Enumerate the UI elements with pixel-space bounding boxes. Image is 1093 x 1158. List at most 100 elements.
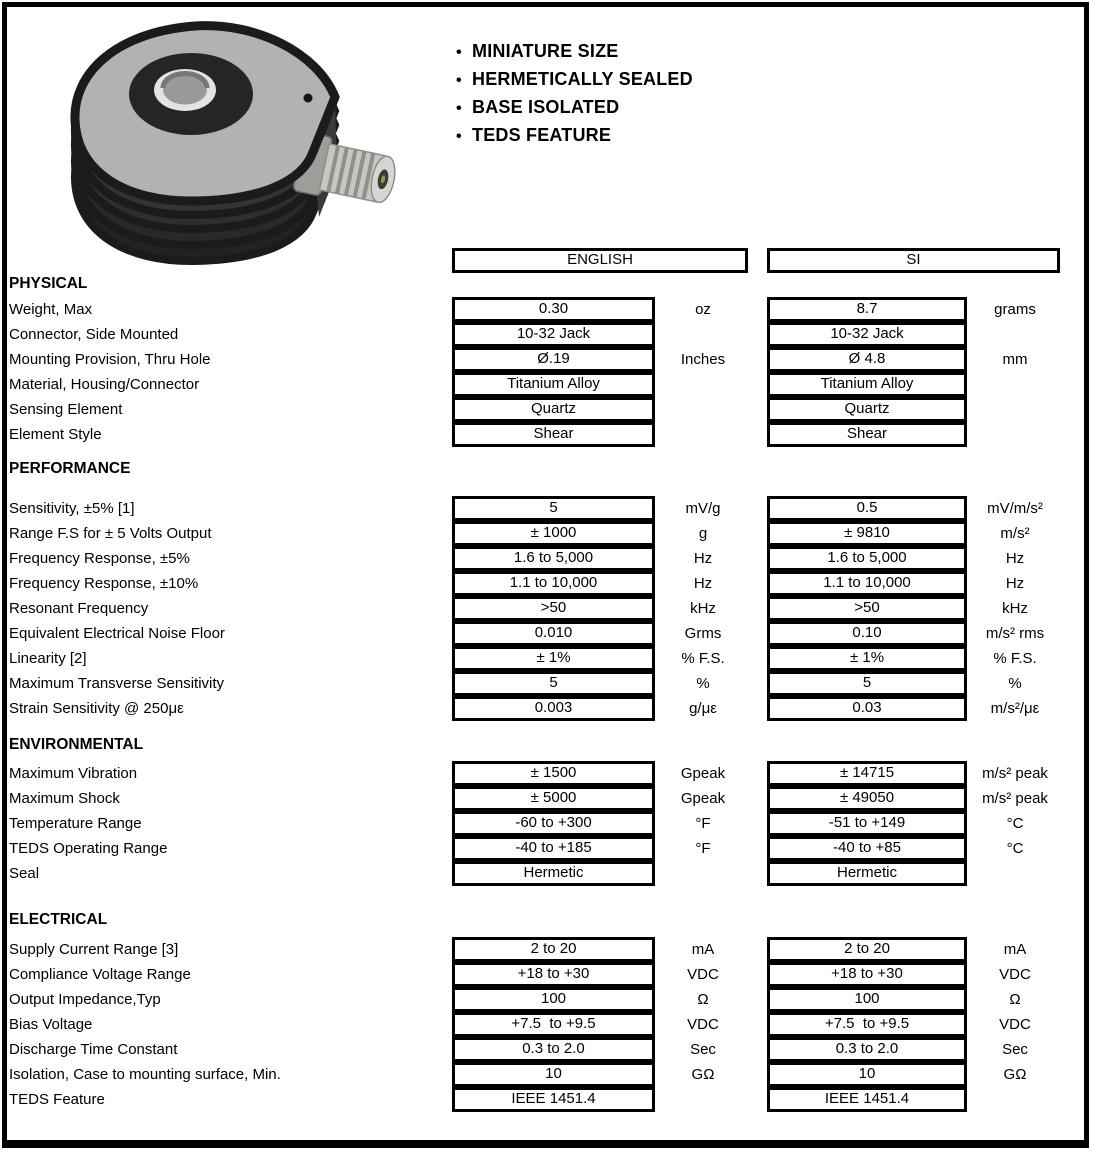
- si-value-box: +7.5 to +9.5: [767, 1012, 967, 1037]
- si-unit: [970, 397, 1060, 422]
- si-unit: grams: [994, 301, 1036, 318]
- si-value-box: Titanium Alloy: [767, 372, 967, 397]
- english-unit: mA: [691, 941, 715, 958]
- si-unit: m/s²: [1000, 525, 1030, 542]
- spec-row: Element Style Shear Shear: [0, 422, 1093, 447]
- spec-row: Isolation, Case to mounting surface, Min…: [0, 1062, 1093, 1087]
- english-value-box: >50: [452, 596, 655, 621]
- english-value-box: ± 1000: [452, 521, 655, 546]
- feature-label: BASE ISOLATED: [472, 97, 620, 117]
- spec-label: Mounting Provision, Thru Hole: [9, 351, 211, 368]
- spec-row: Linearity [2] ± 1% % F.S. ± 1% % F.S.: [0, 646, 1093, 671]
- si-value-box: Quartz: [767, 397, 967, 422]
- english-value-box: 1.1 to 10,000: [452, 571, 655, 596]
- si-unit: m/s²/με: [990, 700, 1040, 717]
- english-unit: mV/g: [685, 500, 721, 517]
- english-value-box: 10-32 Jack: [452, 322, 655, 347]
- si-unit: [970, 861, 1060, 886]
- english-unit: % F.S.: [681, 650, 725, 667]
- si-unit: Sec: [1002, 1041, 1028, 1058]
- english-value-box: ± 5000: [452, 786, 655, 811]
- english-unit: oz: [695, 301, 711, 318]
- spec-row: Material, Housing/Connector Titanium All…: [0, 372, 1093, 397]
- si-value-box: +18 to +30: [767, 962, 967, 987]
- feature-item: • MINIATURE SIZE: [456, 38, 693, 66]
- english-unit: %: [696, 675, 710, 692]
- spec-row: TEDS Feature IEEE 1451.4 IEEE 1451.4: [0, 1087, 1093, 1112]
- vent-hole: [303, 93, 313, 103]
- spec-row: Maximum Shock ± 5000 Gpeak ± 49050 m/s² …: [0, 786, 1093, 811]
- feature-label: MINIATURE SIZE: [472, 41, 619, 61]
- section-title: PERFORMANCE: [9, 460, 131, 477]
- section-title: ENVIRONMENTAL: [9, 736, 144, 753]
- accelerometer-product-image: [70, 21, 396, 266]
- spec-row: Weight, Max 0.30 oz 8.7 grams: [0, 297, 1093, 322]
- spec-label: TEDS Operating Range: [9, 840, 168, 857]
- english-value-box: Titanium Alloy: [452, 372, 655, 397]
- spec-label: Maximum Transverse Sensitivity: [9, 675, 225, 692]
- si-value-box: 0.3 to 2.0: [767, 1037, 967, 1062]
- english-value-box: 0.010: [452, 621, 655, 646]
- english-unit: [658, 372, 748, 397]
- english-unit: Ω: [697, 991, 709, 1008]
- english-unit: °F: [695, 840, 711, 857]
- spec-label: Temperature Range: [9, 815, 142, 832]
- spec-row: Sensing Element Quartz Quartz: [0, 397, 1093, 422]
- english-value-box: +7.5 to +9.5: [452, 1012, 655, 1037]
- spec-row: Connector, Side Mounted 10-32 Jack 10-32…: [0, 322, 1093, 347]
- si-value-box: IEEE 1451.4: [767, 1087, 967, 1112]
- spec-row: Equivalent Electrical Noise Floor 0.010 …: [0, 621, 1093, 646]
- spec-row: Sensitivity, ±5% [1] 5 mV/g 0.5 mV/m/s²: [0, 496, 1093, 521]
- si-unit: m/s² peak: [982, 790, 1048, 807]
- si-unit: [970, 422, 1060, 447]
- spec-label: Material, Housing/Connector: [9, 376, 200, 393]
- si-unit: [970, 1087, 1060, 1112]
- english-value-box: 0.3 to 2.0: [452, 1037, 655, 1062]
- english-unit: [658, 861, 748, 886]
- english-value-box: +18 to +30: [452, 962, 655, 987]
- section-rows: Maximum Vibration ± 1500 Gpeak ± 14715 m…: [0, 761, 1093, 886]
- mounting-thru-hole: [163, 75, 207, 105]
- english-value-box: Ø.19: [452, 347, 655, 372]
- spec-label: Maximum Shock: [9, 790, 120, 807]
- english-value-box: Quartz: [452, 397, 655, 422]
- si-unit: mm: [1002, 351, 1028, 368]
- english-value-box: 2 to 20: [452, 937, 655, 962]
- english-value-box: 5: [452, 496, 655, 521]
- spec-row: Bias Voltage +7.5 to +9.5 VDC +7.5 to +9…: [0, 1012, 1093, 1037]
- bullet-icon: •: [456, 100, 462, 117]
- spec-row: Supply Current Range [3] 2 to 20 mA 2 to…: [0, 937, 1093, 962]
- english-value-box: ± 1500: [452, 761, 655, 786]
- si-value-box: 10-32 Jack: [767, 322, 967, 347]
- si-value-box: Hermetic: [767, 861, 967, 886]
- spec-label: Equivalent Electrical Noise Floor: [9, 625, 225, 642]
- spec-label: Isolation, Case to mounting surface, Min…: [9, 1066, 281, 1083]
- section-title: PHYSICAL: [9, 275, 88, 292]
- english-unit: [658, 322, 748, 347]
- spec-row: Frequency Response, ±10% 1.1 to 10,000 H…: [0, 571, 1093, 596]
- english-value-box: 100: [452, 987, 655, 1012]
- spec-label: Element Style: [9, 426, 102, 443]
- si-value-box: ± 49050: [767, 786, 967, 811]
- english-unit: Hz: [693, 575, 713, 592]
- si-value-box: 0.03: [767, 696, 967, 721]
- si-unit: Hz: [1005, 550, 1025, 567]
- english-value-box: -40 to +185: [452, 836, 655, 861]
- si-value-box: 1.1 to 10,000: [767, 571, 967, 596]
- english-unit: Gpeak: [680, 765, 726, 782]
- si-value-box: 5: [767, 671, 967, 696]
- feature-label: TEDS FEATURE: [472, 125, 612, 145]
- english-unit: g: [698, 525, 708, 542]
- english-unit: [658, 1087, 748, 1112]
- english-value-box: IEEE 1451.4: [452, 1087, 655, 1112]
- spec-label: Supply Current Range [3]: [9, 941, 179, 958]
- si-unit: Hz: [1005, 575, 1025, 592]
- english-unit: VDC: [687, 966, 719, 983]
- english-value-box: Shear: [452, 422, 655, 447]
- si-value-box: 10: [767, 1062, 967, 1087]
- spec-label: Range F.S for ± 5 Volts Output: [9, 525, 212, 542]
- si-unit: mV/m/s²: [987, 500, 1043, 517]
- si-value-box: 100: [767, 987, 967, 1012]
- si-unit: % F.S.: [993, 650, 1037, 667]
